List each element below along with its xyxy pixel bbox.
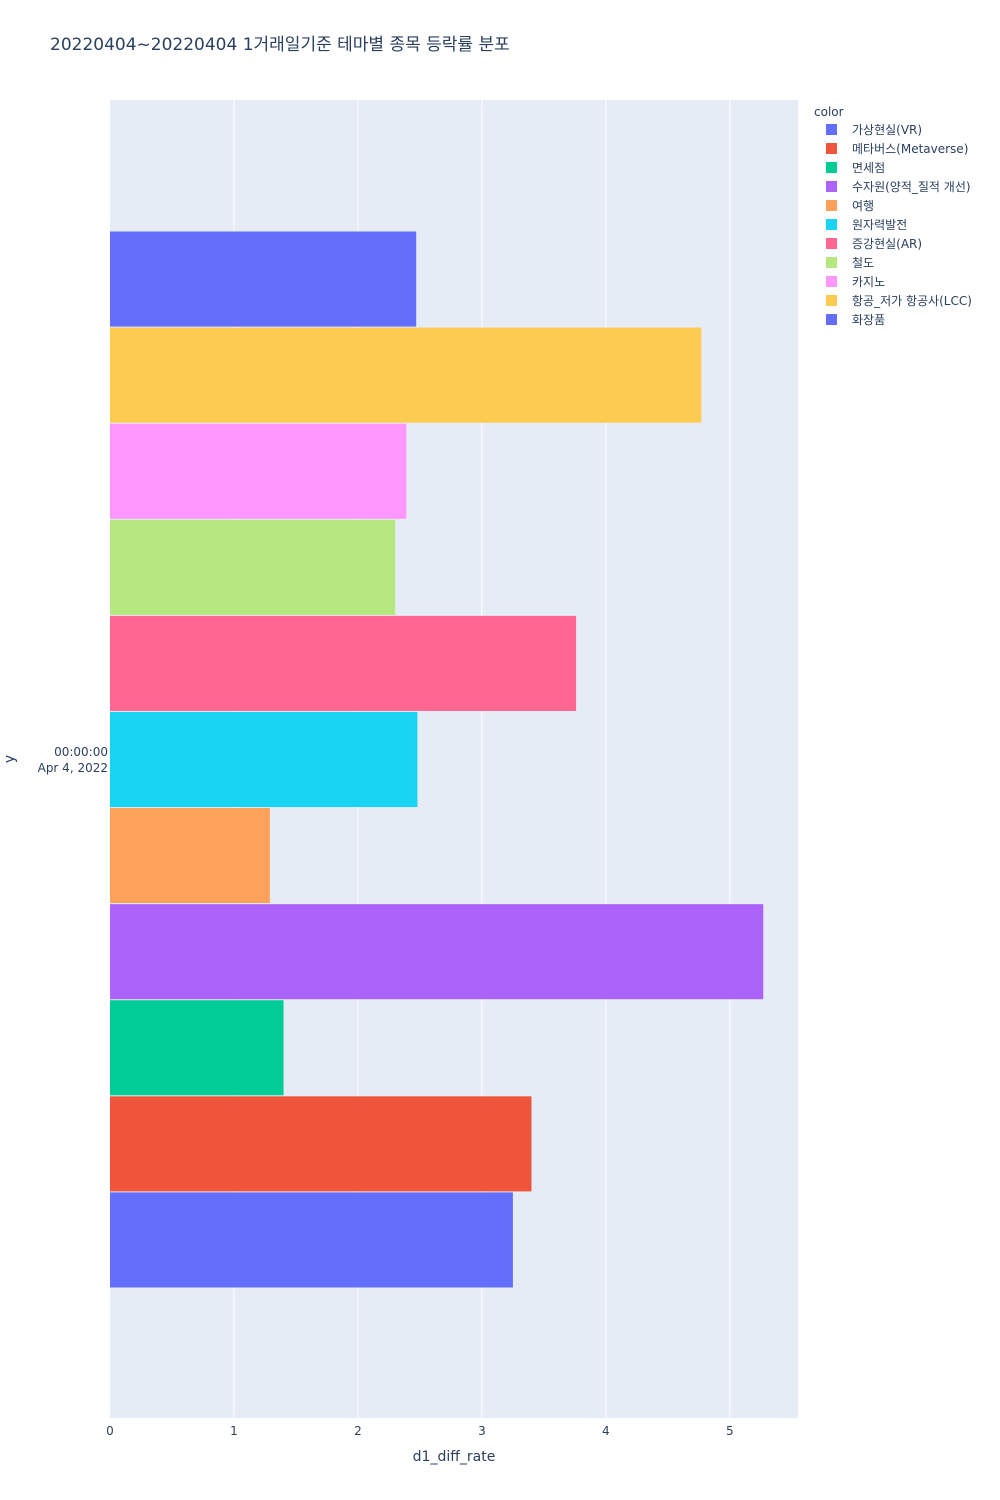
bar[interactable] <box>110 1192 513 1288</box>
x-tick-label: 1 <box>230 1424 238 1438</box>
legend-item[interactable]: 증강현실(AR) <box>826 237 922 251</box>
legend-swatch <box>826 143 837 154</box>
legend-item[interactable]: 면세점 <box>826 161 885 175</box>
bar[interactable] <box>110 808 270 904</box>
legend-label: 항공_저가 항공사(LCC) <box>852 294 972 308</box>
legend-swatch <box>826 200 837 211</box>
legend-swatch <box>826 162 837 173</box>
x-tick-label: 3 <box>478 1424 486 1438</box>
y-tick-date: Apr 4, 2022 <box>38 761 108 775</box>
chart-title: 20220404~20220404 1거래일기준 테마별 종목 등락률 분포 <box>50 35 510 55</box>
bar[interactable] <box>110 615 577 711</box>
legend-label: 면세점 <box>852 161 885 175</box>
legend-swatch <box>826 124 837 135</box>
x-axis-title: d1_diff_rate <box>413 1449 496 1465</box>
x-tick-label: 4 <box>602 1424 610 1438</box>
x-axis-ticks: 0 1 2 3 4 5 <box>106 1424 733 1438</box>
bar[interactable] <box>110 711 418 808</box>
legend-swatch <box>826 219 837 230</box>
y-axis-tick: 00:00:00 Apr 4, 2022 <box>38 745 108 775</box>
legend-swatch <box>826 257 837 268</box>
x-tick-label: 0 <box>106 1424 114 1438</box>
legend-label: 증강현실(AR) <box>852 237 922 251</box>
legend-swatch <box>826 238 837 249</box>
legend-item[interactable]: 화장품 <box>826 313 885 327</box>
legend-label: 화장품 <box>852 313 885 327</box>
legend[interactable]: color 가상현실(VR) 메타버스(Metaverse) 면세점수자원(양적_질… <box>814 105 972 327</box>
y-tick-time: 00:00:00 <box>54 745 108 759</box>
legend-item[interactable]: 항공_저가 항공사(LCC) <box>826 294 972 308</box>
bar[interactable] <box>110 1000 284 1096</box>
bar[interactable] <box>110 519 396 615</box>
bar[interactable] <box>110 423 407 519</box>
x-tick-label: 5 <box>726 1424 734 1438</box>
legend-item[interactable]: 수자원(양적_질적 개선) <box>826 180 971 194</box>
legend-swatch <box>826 295 837 306</box>
legend-swatch <box>826 276 837 287</box>
legend-swatch <box>826 314 837 325</box>
x-tick-label: 2 <box>354 1424 362 1438</box>
legend-label: 가상현실(VR) <box>852 123 922 137</box>
bar[interactable] <box>110 231 417 327</box>
legend-label: 수자원(양적_질적 개선) <box>852 180 971 194</box>
legend-label: 여행 <box>852 198 874 213</box>
legend-title: color <box>814 105 844 119</box>
bars <box>110 231 764 1288</box>
legend-item[interactable]: 카지노 <box>826 275 885 289</box>
legend-label: 원자력발전 <box>852 218 907 232</box>
legend-label: 카지노 <box>852 275 885 289</box>
legend-item[interactable]: 원자력발전 <box>826 218 907 232</box>
legend-item[interactable]: 가상현실(VR) <box>826 123 922 137</box>
y-axis-title: y <box>2 755 18 763</box>
bar[interactable] <box>110 1096 532 1192</box>
legend-item[interactable]: 메타버스(Metaverse) <box>826 142 968 156</box>
legend-label: 철도 <box>852 256 874 270</box>
legend-label: 메타버스(Metaverse) <box>852 142 968 156</box>
bar[interactable] <box>110 327 702 423</box>
legend-item[interactable]: 철도 <box>826 256 874 270</box>
legend-swatch <box>826 181 837 192</box>
bar[interactable] <box>110 904 764 1000</box>
legend-item[interactable]: 여행 <box>826 198 874 213</box>
